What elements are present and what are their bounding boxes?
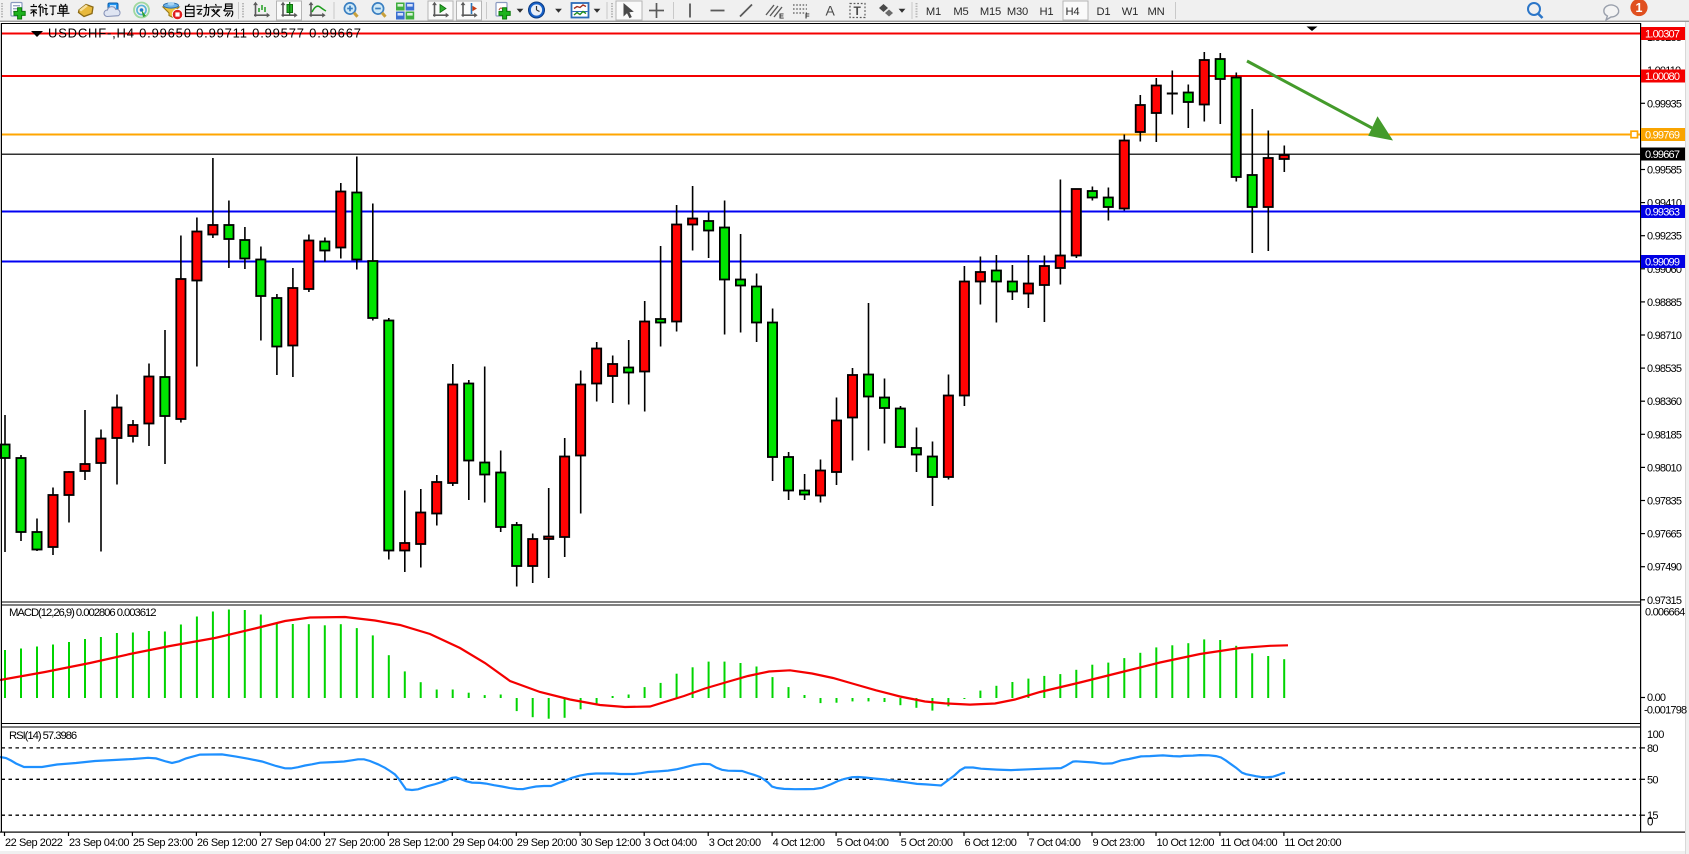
svg-text:29 Sep 20:00: 29 Sep 20:00 <box>517 837 577 849</box>
svg-text:F: F <box>805 12 810 21</box>
svg-text:M30: M30 <box>1007 6 1028 18</box>
svg-text:W1: W1 <box>1122 6 1138 18</box>
svg-text:1.00080: 1.00080 <box>1645 71 1680 83</box>
svg-text:0.98710: 0.98710 <box>1647 330 1682 342</box>
svg-text:11 Oct 04:00: 11 Oct 04:00 <box>1220 837 1277 849</box>
svg-text:0.00: 0.00 <box>1647 692 1666 704</box>
svg-text:6 Oct 12:00: 6 Oct 12:00 <box>965 837 1017 849</box>
svg-text:USDCHF-,H4 0.99650 0.99711 0.: USDCHF-,H4 0.99650 0.99711 0.99577 0.996… <box>48 26 362 41</box>
svg-text:1.00307: 1.00307 <box>1645 29 1680 41</box>
svg-text:0.98010: 0.98010 <box>1647 462 1682 474</box>
svg-text:5 Oct 04:00: 5 Oct 04:00 <box>837 837 889 849</box>
svg-text:H1: H1 <box>1040 6 1054 18</box>
svg-text:9 Oct 23:00: 9 Oct 23:00 <box>1093 837 1145 849</box>
svg-text:30 Sep 12:00: 30 Sep 12:00 <box>581 837 641 849</box>
svg-text:0.97665: 0.97665 <box>1647 529 1682 541</box>
svg-text:D1: D1 <box>1097 6 1111 18</box>
svg-text:0.006664: 0.006664 <box>1645 606 1685 618</box>
svg-text:27 Sep 04:00: 27 Sep 04:00 <box>261 837 321 849</box>
svg-text:0.98185: 0.98185 <box>1647 429 1682 441</box>
svg-text:25 Sep 23:00: 25 Sep 23:00 <box>133 837 193 849</box>
svg-text:22 Sep 2022: 22 Sep 2022 <box>5 837 63 849</box>
svg-text:0.99235: 0.99235 <box>1647 231 1682 243</box>
svg-text:4 Oct 12:00: 4 Oct 12:00 <box>773 837 825 849</box>
svg-text:50: 50 <box>1647 774 1658 786</box>
svg-text:0: 0 <box>1647 816 1653 829</box>
svg-text:26 Sep 12:00: 26 Sep 12:00 <box>197 837 257 849</box>
svg-text:H4: H4 <box>1066 6 1080 18</box>
svg-text:M1: M1 <box>926 6 941 18</box>
svg-text:M15: M15 <box>980 6 1001 18</box>
svg-text:0.99769: 0.99769 <box>1645 130 1680 142</box>
svg-text:A: A <box>826 3 836 19</box>
svg-text:3 Oct 20:00: 3 Oct 20:00 <box>709 837 761 849</box>
svg-text:RSI(14) 57.3986: RSI(14) 57.3986 <box>9 730 77 742</box>
svg-text:0.99935: 0.99935 <box>1647 98 1682 110</box>
svg-text:80: 80 <box>1647 743 1658 755</box>
svg-text:0.99667: 0.99667 <box>1645 149 1680 161</box>
svg-text:7 Oct 04:00: 7 Oct 04:00 <box>1029 837 1081 849</box>
svg-text:3 Oct 04:00: 3 Oct 04:00 <box>645 837 697 849</box>
svg-text:1: 1 <box>1636 1 1643 15</box>
svg-text:0.99099: 0.99099 <box>1645 257 1680 269</box>
svg-text:0.97835: 0.97835 <box>1647 496 1682 508</box>
svg-text:15: 15 <box>1647 810 1658 822</box>
svg-text:0.98885: 0.98885 <box>1647 297 1682 309</box>
svg-text:0.98360: 0.98360 <box>1647 396 1682 408</box>
svg-text:MN: MN <box>1148 6 1165 18</box>
svg-text:T: T <box>854 4 862 18</box>
svg-text:28 Sep 12:00: 28 Sep 12:00 <box>389 837 449 849</box>
svg-text:0.99585: 0.99585 <box>1647 165 1682 177</box>
svg-text:27 Sep 20:00: 27 Sep 20:00 <box>325 837 385 849</box>
svg-text:-0.001798: -0.001798 <box>1644 705 1687 717</box>
svg-text:0.99363: 0.99363 <box>1645 207 1680 219</box>
svg-text:10 Oct 12:00: 10 Oct 12:00 <box>1157 837 1215 849</box>
svg-text:0.97490: 0.97490 <box>1647 562 1682 574</box>
svg-text:29 Sep 04:00: 29 Sep 04:00 <box>453 837 513 849</box>
svg-text:0.97315: 0.97315 <box>1647 595 1682 607</box>
svg-text:5 Oct 20:00: 5 Oct 20:00 <box>901 837 953 849</box>
svg-text:23 Sep 04:00: 23 Sep 04:00 <box>69 837 129 849</box>
svg-text:11 Oct 20:00: 11 Oct 20:00 <box>1284 837 1341 849</box>
svg-text:M5: M5 <box>953 6 968 18</box>
svg-text:MACD(12,26,9) 0.002806 0.00361: MACD(12,26,9) 0.002806 0.003612 <box>9 607 156 619</box>
svg-text:0.98535: 0.98535 <box>1647 363 1682 375</box>
svg-text:100: 100 <box>1647 729 1664 741</box>
svg-text:E: E <box>779 12 784 21</box>
